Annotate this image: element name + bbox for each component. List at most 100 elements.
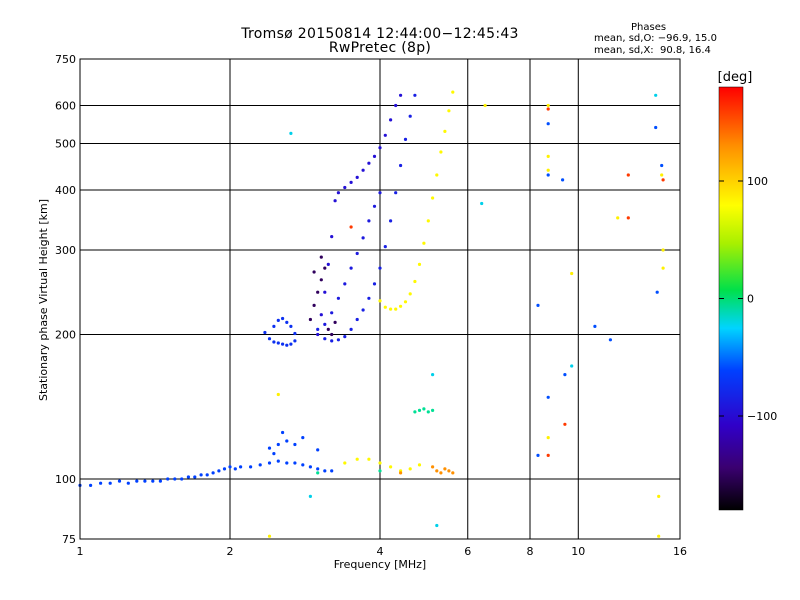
data-point <box>308 465 312 469</box>
data-point <box>301 463 305 467</box>
data-point <box>316 471 320 475</box>
data-point <box>143 479 147 483</box>
data-point <box>546 107 550 111</box>
data-point <box>312 303 316 307</box>
y-tick-label: 300 <box>55 244 76 257</box>
data-point <box>367 296 371 300</box>
data-point <box>343 461 347 465</box>
data-point <box>408 292 412 296</box>
data-point <box>343 185 347 190</box>
data-point <box>349 225 353 229</box>
data-point <box>217 469 221 473</box>
data-point <box>293 461 297 465</box>
chart-title: Tromsø 20150814 12:44:00−12:45:43 <box>241 26 519 42</box>
data-point <box>316 327 320 331</box>
data-point <box>333 199 337 203</box>
colorbar-label: [deg] <box>718 70 753 85</box>
data-point <box>316 290 320 294</box>
colorbar-tick-label: −100 <box>747 410 777 423</box>
data-point <box>355 175 359 179</box>
data-point <box>211 471 215 475</box>
data-point <box>372 154 377 158</box>
data-point <box>451 471 455 475</box>
x-axis-label: Frequency [MHz] <box>334 558 426 571</box>
data-point <box>389 219 393 223</box>
data-point <box>276 318 280 322</box>
data-point <box>285 439 289 443</box>
data-point <box>657 494 661 498</box>
data-point <box>408 467 412 471</box>
data-point <box>330 311 334 315</box>
data-point <box>378 299 382 303</box>
data-point <box>367 219 371 223</box>
data-point <box>276 392 280 397</box>
colorbar-ticks: 100 0 −100 <box>719 175 777 423</box>
data-point <box>330 469 334 473</box>
data-point <box>570 271 574 276</box>
data-point <box>422 241 426 245</box>
data-point <box>608 338 613 342</box>
x-tick-label: 2 <box>227 545 234 558</box>
data-point <box>413 93 417 97</box>
y-tick-label: 75 <box>62 533 76 546</box>
data-point <box>367 161 371 165</box>
data-point <box>378 146 382 150</box>
data-point <box>661 248 665 252</box>
data-point <box>383 245 387 249</box>
data-point <box>330 339 334 343</box>
x-tick-label: 8 <box>527 545 534 558</box>
y-tick-label: 500 <box>55 138 76 151</box>
data-point <box>655 290 659 294</box>
colorbar-tick-label: 0 <box>747 293 754 306</box>
plot-frame <box>79 58 681 540</box>
data-point <box>272 340 276 344</box>
data-point <box>267 534 272 538</box>
data-point <box>563 422 567 426</box>
data-point <box>151 479 155 483</box>
data-point <box>326 327 330 331</box>
data-point <box>399 163 403 168</box>
data-point <box>546 122 550 126</box>
data-point <box>439 150 443 154</box>
data-point <box>267 446 272 450</box>
data-point <box>263 330 267 335</box>
x-tick-labels: 1 2 4 6 8 10 16 <box>77 545 688 558</box>
data-point <box>626 173 630 177</box>
data-point <box>447 109 451 113</box>
data-point <box>249 465 253 469</box>
data-point <box>394 307 398 311</box>
data-point <box>361 308 365 312</box>
data-point <box>431 373 435 377</box>
data-point <box>593 324 597 328</box>
x-tick-label: 4 <box>377 545 384 558</box>
data-point <box>99 481 103 485</box>
data-point <box>267 461 272 465</box>
data-point <box>546 154 550 158</box>
data-point <box>372 282 377 286</box>
data-point <box>316 448 320 452</box>
data-point <box>276 341 280 345</box>
data-point <box>323 266 327 270</box>
data-point <box>135 479 139 483</box>
data-point <box>546 103 550 108</box>
data-point <box>394 191 398 195</box>
data-point <box>570 364 574 368</box>
data-point <box>319 278 323 282</box>
data-point <box>417 463 422 467</box>
data-point <box>285 320 289 324</box>
legend-line-o: mean, sd,O: −96.9, 15.0 <box>594 33 717 44</box>
data-point <box>308 317 312 322</box>
data-point <box>413 279 417 284</box>
data-point <box>316 467 320 471</box>
y-tick-label: 200 <box>55 329 76 342</box>
data-point <box>281 430 285 435</box>
x-tick-label: 6 <box>464 545 471 558</box>
data-point <box>349 266 353 270</box>
data-point <box>422 407 426 411</box>
data-point <box>378 266 382 270</box>
data-point <box>431 465 435 469</box>
data-point <box>536 453 540 457</box>
data-point <box>326 262 330 266</box>
data-point <box>258 463 262 467</box>
